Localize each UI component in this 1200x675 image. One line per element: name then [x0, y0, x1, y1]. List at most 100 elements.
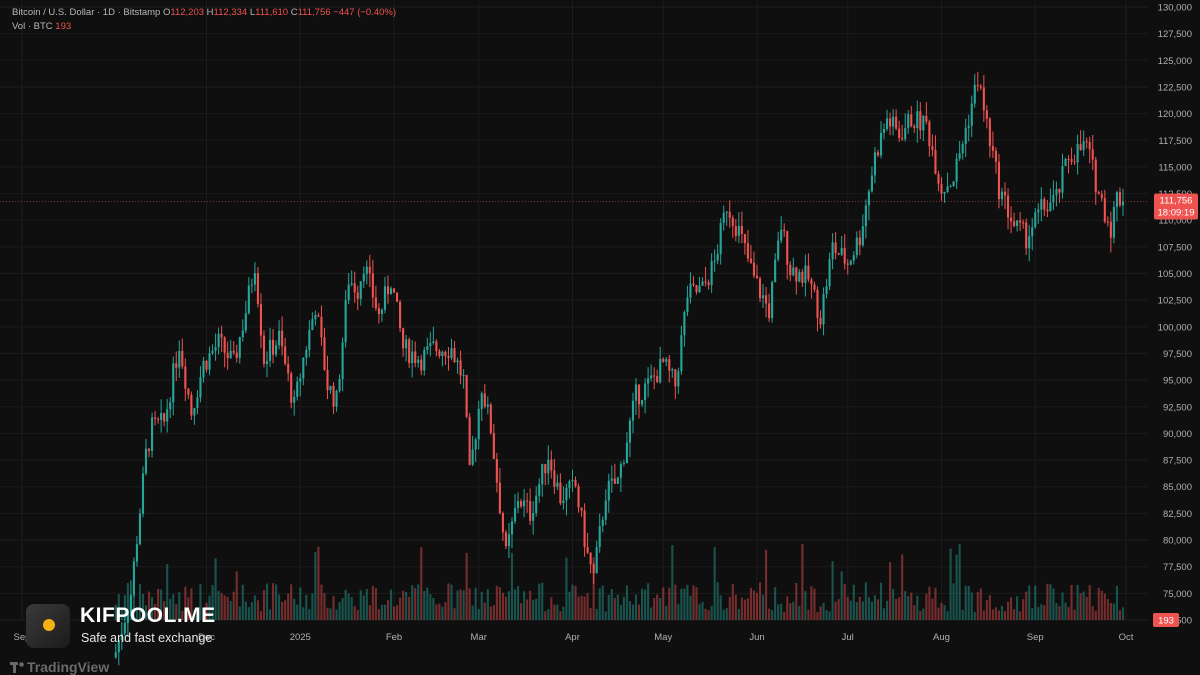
candle-body — [144, 448, 148, 474]
candle-body — [256, 273, 259, 305]
volume-bar — [864, 582, 867, 620]
y-tick-label: 80,000 — [1163, 536, 1192, 547]
candle-body — [804, 265, 807, 283]
volume-bar — [580, 595, 583, 620]
volume-bar — [141, 593, 145, 620]
volume-bar — [985, 600, 988, 620]
volume-bar — [758, 582, 762, 620]
candle-body — [178, 350, 181, 368]
volume-bar — [438, 603, 441, 620]
candle-body — [214, 347, 217, 351]
y-tick-label: 125,000 — [1158, 56, 1192, 67]
volume-bar — [417, 584, 420, 620]
volume-bar — [271, 583, 275, 620]
volume-bar — [674, 584, 677, 620]
volume-bar — [1028, 585, 1031, 620]
volume-bar — [719, 595, 722, 620]
volume-bar — [529, 590, 532, 620]
volume-bar — [592, 557, 595, 620]
candle-body — [934, 150, 937, 174]
candle-body — [952, 181, 955, 187]
volume-bar — [453, 608, 456, 620]
candle-body — [553, 470, 556, 487]
candle-body — [538, 484, 541, 496]
candle-body — [380, 309, 383, 315]
candle-body — [674, 369, 677, 387]
volume-bar — [423, 590, 426, 620]
volume-bar — [568, 591, 571, 620]
x-tick-label: May — [654, 632, 672, 643]
candle-body — [979, 86, 982, 88]
volume-bar — [486, 589, 489, 620]
candle-body — [589, 552, 592, 565]
tradingview-logo[interactable]: TradingView — [10, 659, 109, 675]
y-tick-label: 122,500 — [1158, 82, 1192, 93]
volume-bar — [892, 588, 895, 620]
volume-bar — [235, 571, 238, 620]
volume-bar — [976, 592, 979, 620]
candle-body — [719, 223, 722, 255]
volume-bar — [1055, 603, 1058, 620]
volume-bar — [429, 594, 432, 620]
candle-body — [1070, 159, 1073, 162]
volume-label[interactable]: Vol · BTC — [12, 21, 53, 32]
candle-body — [284, 346, 287, 364]
x-tick-label: Jul — [842, 632, 854, 643]
volume-bar — [792, 601, 795, 620]
volume-bar — [734, 594, 737, 620]
ohlc-row: Bitcoin / U.S. Dollar · 1D · Bitstamp O1… — [12, 7, 397, 18]
candle-body — [163, 413, 166, 422]
volume-bar — [184, 586, 187, 620]
volume-bar — [1088, 585, 1091, 620]
candle-body — [840, 248, 843, 255]
candle-body — [323, 337, 326, 370]
volume-bar — [577, 596, 580, 620]
candle-body — [604, 500, 607, 520]
volume-bar — [371, 585, 374, 620]
price-axis[interactable]: 130,000 127,500 125,000 122,500 120,000 117,5… — [1148, 0, 1200, 675]
candle-body — [994, 150, 997, 162]
candle-body — [783, 229, 786, 232]
candle-body — [1019, 220, 1022, 223]
candle-body — [220, 333, 223, 338]
volume-bar — [889, 562, 892, 620]
candle-body — [943, 191, 946, 194]
candle-body — [1016, 220, 1019, 226]
symbol-title[interactable]: Bitcoin / U.S. Dollar · 1D · Bitstamp — [12, 7, 161, 18]
candle-body — [123, 623, 126, 634]
candle-body — [616, 477, 619, 484]
volume-bar — [335, 609, 338, 620]
candle-body — [752, 262, 756, 276]
candle-body — [474, 439, 477, 450]
x-tick-label: Feb — [386, 632, 402, 643]
candle-body — [740, 225, 743, 235]
x-tick-label: Dec — [198, 632, 215, 643]
volume-bar — [991, 609, 994, 620]
candle-body — [190, 394, 193, 416]
candle-body — [901, 137, 904, 140]
volume-bar — [426, 587, 429, 620]
volume-bar — [114, 604, 117, 620]
candle-body — [175, 363, 178, 368]
candle-body — [395, 292, 399, 302]
candle-body — [653, 375, 656, 377]
candle-body — [831, 242, 834, 260]
candle-body — [680, 335, 683, 372]
volume-bar — [510, 552, 514, 620]
candle-body — [268, 339, 272, 361]
candle-body — [1003, 191, 1007, 196]
volume-bar — [634, 594, 638, 620]
candle-body — [619, 464, 622, 478]
time-axis[interactable]: Sep Dec 2025 Feb Mar Apr May Jun Jul Aug Sep Oct — [14, 632, 1134, 643]
candle-body — [1076, 144, 1079, 163]
volume-bar — [849, 600, 852, 620]
volume-bar — [320, 584, 323, 620]
candle-body — [151, 417, 154, 452]
candle-body — [580, 507, 583, 511]
candle-body — [523, 500, 526, 507]
candle-body — [737, 225, 740, 236]
candle-body — [441, 351, 444, 356]
candle-body — [465, 374, 468, 417]
candle-body — [925, 115, 928, 122]
